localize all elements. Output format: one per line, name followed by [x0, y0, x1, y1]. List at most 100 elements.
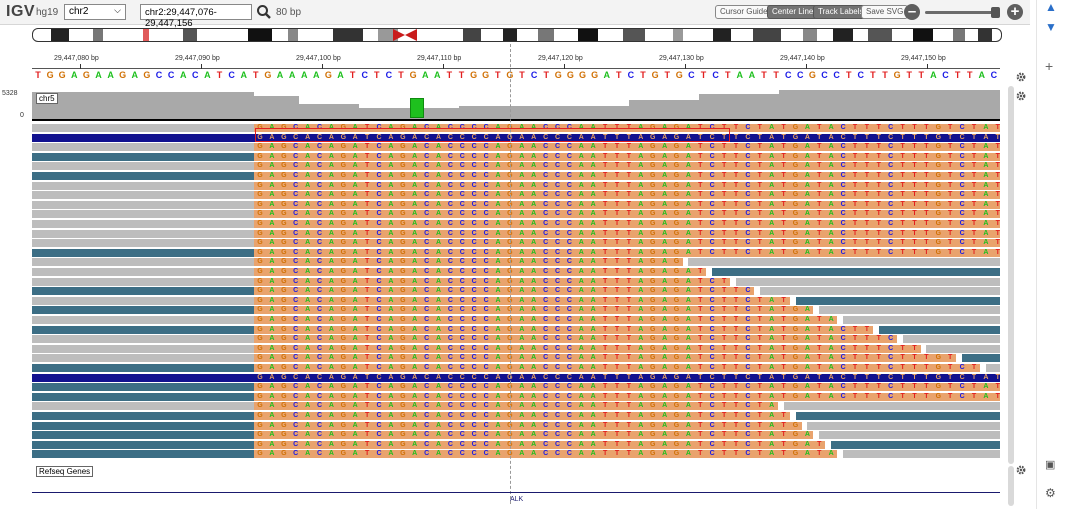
aligned-read[interactable] [736, 277, 1000, 286]
chromosome-ideogram[interactable] [32, 28, 1002, 42]
aligned-read[interactable] [32, 450, 254, 459]
softclip-base: T [849, 200, 861, 209]
aligned-read[interactable] [32, 133, 254, 142]
gear-icon[interactable] [1016, 91, 1026, 101]
aligned-read[interactable] [32, 431, 254, 440]
aligned-read[interactable] [32, 392, 254, 401]
aligned-read[interactable] [32, 354, 254, 363]
zoom-slider[interactable] [925, 7, 1000, 18]
aligned-read[interactable] [795, 296, 1000, 305]
aligned-read[interactable] [32, 152, 254, 161]
aligned-read[interactable] [32, 248, 254, 257]
aligned-read[interactable] [32, 239, 254, 248]
search-icon[interactable] [256, 4, 272, 20]
aligned-read[interactable] [32, 325, 254, 334]
screenshot-icon[interactable]: ▣ [1045, 459, 1056, 471]
cursor-guide-button[interactable]: Cursor Guide [715, 5, 773, 19]
softclip-base: A [492, 354, 504, 363]
softclip-base: T [694, 277, 707, 286]
aligned-read[interactable] [32, 287, 254, 296]
aligned-read[interactable] [32, 306, 254, 315]
aligned-read[interactable] [712, 268, 1000, 276]
aligned-read[interactable] [32, 143, 254, 152]
softclip-base: A [634, 440, 647, 449]
gene-feature-line[interactable] [32, 492, 1000, 493]
gear-icon[interactable] [1016, 72, 1026, 82]
aligned-read[interactable] [783, 402, 1000, 411]
extension-icon[interactable]: ▼ [1045, 20, 1057, 34]
aligned-read[interactable] [843, 316, 1000, 324]
softclip-base: T [968, 133, 980, 142]
aligned-read[interactable] [962, 354, 1000, 363]
aligned-read[interactable] [688, 258, 1000, 267]
refseq-scrollbar[interactable] [1008, 466, 1014, 506]
aligned-read[interactable] [32, 277, 254, 286]
aligned-read[interactable] [32, 210, 254, 219]
softclip-base: A [801, 152, 814, 161]
softclip-base: T [872, 344, 885, 353]
aligned-read[interactable] [32, 191, 254, 200]
track-separator [32, 119, 1000, 121]
aligned-read[interactable] [985, 364, 1000, 372]
aligned-read[interactable] [32, 335, 254, 344]
softclip-base: A [634, 162, 647, 171]
aligned-read[interactable] [878, 325, 1000, 334]
aligned-read[interactable] [32, 373, 254, 382]
aligned-read[interactable] [32, 383, 254, 392]
aligned-read[interactable] [831, 440, 1000, 449]
coverage-highlight[interactable] [410, 98, 424, 118]
aligned-read[interactable] [926, 344, 1000, 353]
aligned-read[interactable] [807, 421, 1000, 430]
aligned-read[interactable] [32, 364, 254, 372]
softclip-base: T [908, 229, 921, 238]
aligned-read[interactable] [32, 296, 254, 305]
softclip-base: C [551, 316, 564, 324]
settings-icon[interactable]: ⚙ [1045, 486, 1056, 500]
aligned-read[interactable] [32, 268, 254, 276]
aligned-read[interactable] [32, 402, 254, 411]
outlook-icon[interactable]: ▲ [1045, 0, 1057, 14]
aligned-read[interactable] [32, 172, 254, 180]
zoom-slider-knob[interactable] [991, 7, 1000, 18]
softclip-base: T [730, 124, 742, 132]
softclip-base: C [706, 162, 719, 171]
aligned-read[interactable] [32, 412, 254, 420]
coverage-track[interactable] [32, 86, 1000, 120]
softclip-base: A [682, 325, 695, 334]
chromosome-select[interactable]: chr2 ⌵ [64, 4, 126, 20]
aligned-read[interactable] [32, 181, 254, 190]
softclip-base: A [658, 287, 671, 296]
zoom-in-button[interactable]: + [1007, 4, 1023, 20]
aligned-read[interactable] [32, 316, 254, 324]
aligned-read[interactable] [819, 431, 1000, 440]
softclip-base: A [765, 133, 778, 142]
softclip-base: A [408, 412, 421, 420]
aligned-read[interactable] [32, 162, 254, 171]
aligned-read[interactable] [759, 287, 1000, 296]
zoom-out-button[interactable]: – [904, 4, 920, 20]
aligned-read[interactable] [32, 440, 254, 449]
aligned-read[interactable] [795, 412, 1000, 420]
softclip-base: T [896, 200, 909, 209]
aligned-read[interactable] [32, 229, 254, 238]
add-icon[interactable]: + [1045, 58, 1054, 74]
aligned-read[interactable] [902, 335, 1000, 344]
ideogram-band [978, 29, 992, 41]
aligned-read[interactable] [32, 220, 254, 228]
aligned-read[interactable] [32, 200, 254, 209]
locus-input[interactable]: chr2:29,447,076-29,447,156 [140, 4, 252, 29]
alignment-scrollbar[interactable] [1008, 86, 1014, 464]
aligned-read[interactable] [32, 421, 254, 430]
aligned-read[interactable] [843, 450, 1000, 459]
genome-label[interactable]: hg19 [36, 7, 59, 18]
aligned-read[interactable] [32, 344, 254, 353]
center-line-button[interactable]: Center Line [767, 5, 819, 19]
save-svg-button[interactable]: Save SVG [861, 5, 909, 19]
aligned-read[interactable] [819, 306, 1000, 315]
gear-icon[interactable] [1016, 465, 1026, 475]
softclip-base: A [658, 450, 671, 459]
aligned-read[interactable] [32, 124, 254, 132]
softclip-base: T [872, 124, 885, 132]
aligned-read[interactable] [32, 258, 254, 267]
